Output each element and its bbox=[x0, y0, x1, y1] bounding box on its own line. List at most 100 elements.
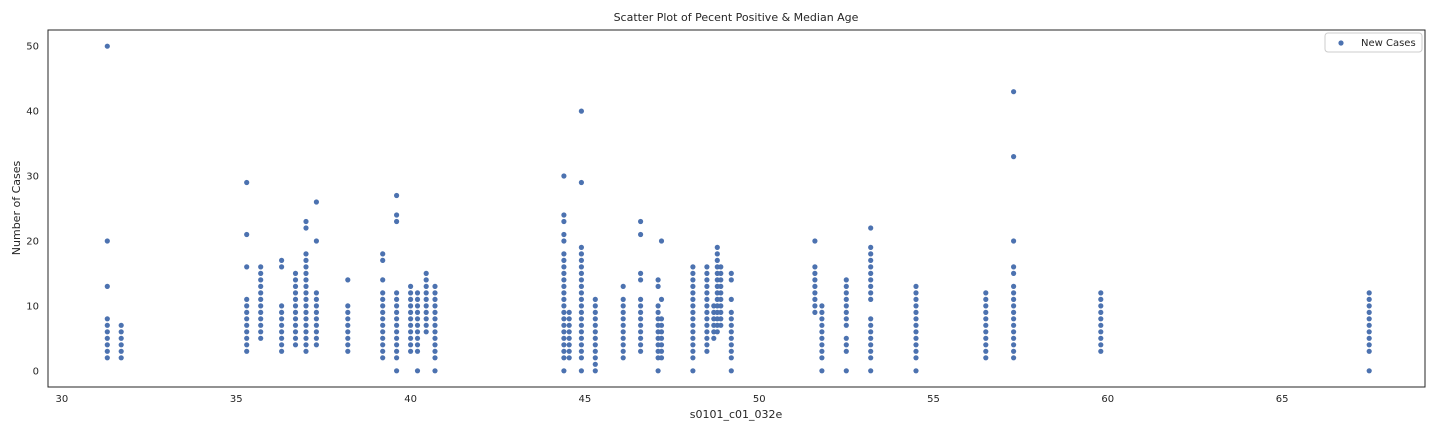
data-point bbox=[592, 368, 598, 374]
data-point bbox=[279, 335, 285, 341]
data-point bbox=[561, 264, 567, 270]
data-point bbox=[592, 335, 598, 341]
data-point bbox=[819, 368, 825, 374]
data-point bbox=[1098, 335, 1104, 341]
data-point bbox=[292, 342, 299, 348]
data-point bbox=[104, 283, 110, 289]
data-point bbox=[913, 309, 919, 315]
data-point bbox=[313, 329, 319, 335]
y-tick-label: 10 bbox=[26, 301, 39, 312]
data-point bbox=[1011, 238, 1017, 244]
data-point bbox=[704, 316, 710, 322]
data-point bbox=[578, 368, 585, 374]
data-point bbox=[104, 348, 110, 354]
data-point bbox=[258, 264, 264, 270]
data-point bbox=[1011, 355, 1017, 361]
data-point bbox=[690, 316, 696, 322]
data-point bbox=[578, 283, 585, 289]
data-point bbox=[718, 264, 724, 270]
data-point bbox=[244, 335, 250, 341]
data-point bbox=[1011, 342, 1017, 348]
data-point bbox=[868, 264, 874, 270]
data-point bbox=[258, 283, 264, 289]
data-point bbox=[728, 309, 734, 315]
data-point bbox=[432, 329, 438, 335]
data-point bbox=[244, 264, 250, 270]
data-point bbox=[1011, 89, 1017, 95]
data-point bbox=[566, 329, 572, 335]
data-point bbox=[983, 290, 989, 296]
x-axis-ticks: 30 35 40 45 50 55 60 65 bbox=[56, 394, 1289, 405]
data-point bbox=[408, 303, 414, 309]
data-point bbox=[868, 290, 874, 296]
data-point bbox=[566, 316, 572, 322]
data-point bbox=[345, 329, 351, 335]
data-point bbox=[394, 322, 400, 328]
data-point bbox=[718, 309, 724, 315]
data-point bbox=[690, 329, 696, 335]
data-point bbox=[868, 316, 874, 322]
data-point bbox=[244, 179, 250, 186]
data-point bbox=[655, 283, 661, 289]
data-point bbox=[408, 348, 414, 354]
data-point bbox=[812, 309, 818, 315]
data-point bbox=[983, 303, 989, 309]
data-point bbox=[868, 257, 874, 263]
data-point bbox=[423, 316, 429, 322]
data-point bbox=[345, 348, 351, 354]
data-point bbox=[1011, 290, 1017, 296]
data-point bbox=[819, 355, 825, 361]
y-tick-label: 50 bbox=[26, 42, 39, 53]
y-axis-ticks: 0 10 20 30 40 50 bbox=[26, 42, 39, 378]
data-point bbox=[704, 277, 710, 283]
data-point bbox=[1011, 270, 1017, 276]
data-point bbox=[414, 335, 421, 341]
data-point bbox=[658, 335, 665, 341]
data-point bbox=[1011, 322, 1017, 328]
data-point bbox=[104, 316, 110, 322]
data-point bbox=[432, 335, 438, 341]
data-point bbox=[843, 277, 849, 283]
data-point bbox=[620, 355, 626, 361]
data-point bbox=[592, 316, 598, 322]
data-point bbox=[279, 303, 285, 309]
data-point bbox=[408, 290, 414, 296]
data-point bbox=[1366, 290, 1372, 296]
data-point bbox=[718, 303, 724, 309]
data-point bbox=[345, 342, 351, 348]
data-point bbox=[819, 309, 825, 315]
chart-title: Scatter Plot of Pecent Positive & Median… bbox=[614, 11, 859, 24]
data-point bbox=[868, 335, 874, 341]
x-tick-label: 45 bbox=[579, 394, 592, 405]
data-point bbox=[279, 348, 285, 354]
data-point bbox=[620, 303, 626, 309]
data-point bbox=[655, 368, 661, 374]
data-point bbox=[292, 290, 299, 296]
data-point bbox=[394, 290, 400, 296]
data-point bbox=[303, 322, 309, 328]
data-point bbox=[408, 335, 414, 341]
data-point bbox=[578, 303, 585, 309]
data-point bbox=[592, 303, 598, 309]
data-point bbox=[690, 264, 696, 270]
data-point bbox=[819, 335, 825, 341]
data-point bbox=[1098, 303, 1104, 309]
data-point bbox=[913, 290, 919, 296]
y-tick-label: 40 bbox=[26, 107, 39, 118]
data-point bbox=[258, 303, 264, 309]
data-point bbox=[292, 309, 299, 315]
points-layer bbox=[104, 43, 1372, 374]
data-point bbox=[843, 283, 849, 289]
data-point bbox=[578, 316, 585, 322]
data-point bbox=[1366, 348, 1372, 354]
data-point bbox=[313, 335, 319, 341]
data-point bbox=[244, 303, 250, 309]
data-point bbox=[578, 348, 585, 354]
data-point bbox=[983, 335, 989, 341]
data-point bbox=[983, 355, 989, 361]
data-point bbox=[718, 322, 724, 328]
data-point bbox=[279, 257, 285, 263]
data-point bbox=[578, 355, 585, 361]
data-point bbox=[303, 225, 309, 231]
data-point bbox=[423, 322, 429, 328]
